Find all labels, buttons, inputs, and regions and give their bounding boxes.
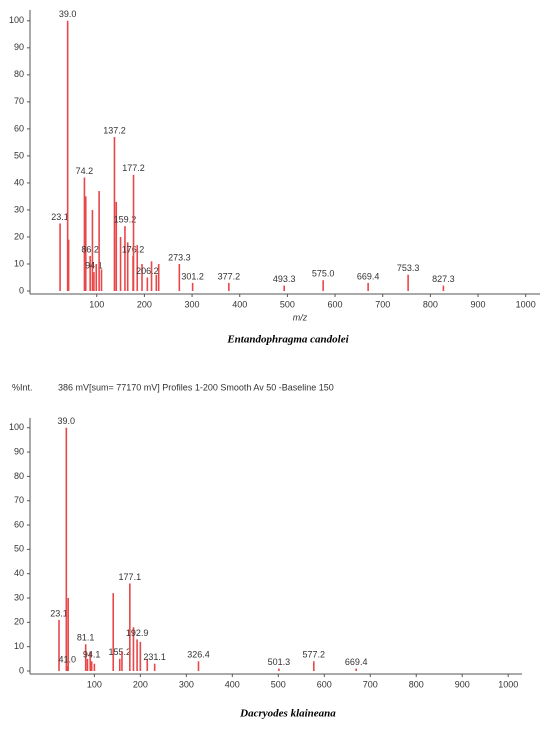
x-tick-label: 100	[87, 679, 102, 689]
peak-label: 86.2	[81, 244, 99, 254]
peak-label: 231.1	[143, 652, 166, 662]
peak-label: 326.4	[187, 650, 210, 660]
y-tick-label: 0	[19, 285, 24, 295]
peak-label: 669.4	[357, 271, 380, 281]
x-tick-label: 600	[328, 299, 343, 309]
x-tick-label: 600	[317, 679, 332, 689]
peak-label: 575.0	[312, 269, 335, 279]
peak-label: 39.0	[59, 9, 77, 19]
y-axis-label: %Int.	[12, 382, 33, 392]
peak-label: 39.0	[58, 416, 76, 426]
y-tick-label: 60	[14, 519, 24, 529]
y-tick-label: 90	[14, 42, 24, 52]
y-tick-label: 60	[14, 123, 24, 133]
peak-label: 377.2	[218, 271, 241, 281]
x-tick-label: 100	[89, 299, 104, 309]
y-tick-label: 80	[14, 69, 24, 79]
y-tick-label: 20	[14, 617, 24, 627]
peak-label: 753.3	[397, 263, 420, 273]
caption: Entandophragma candolei	[226, 334, 349, 346]
peak-label: 827.3	[432, 274, 455, 284]
y-tick-label: 10	[14, 641, 24, 651]
peak-label: 94.1	[85, 260, 103, 270]
x-tick-label: 200	[137, 299, 152, 309]
peak-label: 23.1	[50, 608, 68, 618]
peak-label: 94.1	[83, 650, 101, 660]
x-tick-label: 800	[423, 299, 438, 309]
y-tick-label: 30	[14, 592, 24, 602]
peak-label: 177.2	[122, 163, 145, 173]
peak-label: 206.2	[136, 266, 159, 276]
x-tick-label: 700	[363, 679, 378, 689]
y-tick-label: 30	[14, 204, 24, 214]
x-tick-label: 400	[225, 679, 240, 689]
peak-label: 23.1	[51, 212, 69, 222]
peak-label: 177.1	[119, 572, 142, 582]
y-tick-label: 10	[14, 258, 24, 268]
x-tick-label: 300	[185, 299, 200, 309]
x-tick-label: 200	[133, 679, 148, 689]
y-tick-label: 50	[14, 150, 24, 160]
x-tick-label: 900	[471, 299, 486, 309]
peak-label: 301.2	[181, 271, 204, 281]
peak-label: 501.3	[268, 657, 291, 667]
x-tick-label: 1000	[498, 679, 518, 689]
peak-label: 159.2	[114, 215, 137, 225]
y-tick-label: 40	[14, 177, 24, 187]
x-tick-label: 300	[179, 679, 194, 689]
x-tick-label: 400	[232, 299, 247, 309]
peak-label: 81.1	[77, 633, 95, 643]
y-tick-label: 90	[14, 446, 24, 456]
peak-label: 155.2	[108, 647, 131, 657]
x-tick-label: 700	[375, 299, 390, 309]
y-tick-label: 40	[14, 568, 24, 578]
x-tick-label: 500	[271, 679, 286, 689]
x-tick-label: 500	[280, 299, 295, 309]
x-tick-label: 800	[409, 679, 424, 689]
y-tick-label: 20	[14, 231, 24, 241]
peak-label: 669.4	[345, 657, 368, 667]
peak-label: 577.2	[303, 650, 326, 660]
y-tick-label: 0	[19, 665, 24, 675]
x-axis-label: m/z	[293, 312, 308, 322]
y-tick-label: 70	[14, 96, 24, 106]
y-tick-label: 80	[14, 471, 24, 481]
peak-label: 137.2	[103, 125, 126, 135]
peak-label: 273.3	[168, 252, 191, 262]
y-tick-label: 70	[14, 495, 24, 505]
peak-label: 493.3	[273, 274, 296, 284]
subtitle: 386 mV[sum= 77170 mV] Profiles 1-200 Smo…	[58, 382, 334, 392]
y-tick-label: 100	[9, 422, 24, 432]
y-tick-label: 100	[9, 15, 24, 25]
peak-label: 74.2	[76, 166, 94, 176]
peak-label: 41.0	[58, 655, 76, 665]
caption: Dacryodes klaineana	[239, 708, 336, 720]
peak-label: 192.9	[126, 628, 149, 638]
x-tick-label: 1000	[516, 299, 536, 309]
x-tick-label: 900	[455, 679, 470, 689]
y-tick-label: 50	[14, 544, 24, 554]
